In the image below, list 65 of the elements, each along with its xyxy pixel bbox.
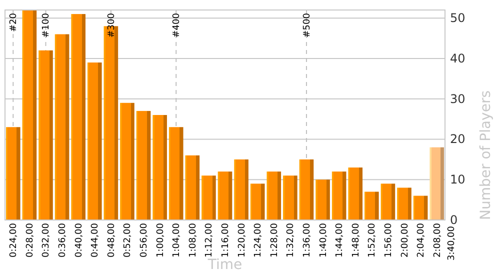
x-tick-label: 0:56,00 bbox=[140, 222, 150, 258]
ref-line-label: #20 bbox=[9, 12, 20, 32]
x-tick-label: 1:16,00 bbox=[221, 222, 231, 258]
y-tick-label: 20 bbox=[450, 132, 466, 146]
bar bbox=[22, 10, 37, 220]
x-tick-label: 1:12,00 bbox=[204, 222, 215, 258]
y-tick-label: 40 bbox=[450, 51, 466, 66]
bar bbox=[397, 188, 412, 220]
bar bbox=[152, 115, 167, 220]
bar bbox=[38, 50, 53, 220]
bar bbox=[332, 172, 346, 220]
bar bbox=[364, 192, 379, 220]
x-tick-label: 1:36,00 bbox=[302, 222, 312, 258]
bar bbox=[185, 155, 200, 220]
x-tick-label: 1:24,00 bbox=[254, 222, 264, 258]
ref-line-label: #300 bbox=[106, 12, 117, 38]
bar bbox=[136, 110, 151, 220]
x-tick-label: 0:40,00 bbox=[74, 222, 84, 258]
bar bbox=[54, 34, 70, 220]
x-tick-label: 1:32,00 bbox=[286, 222, 296, 258]
x-tick-label: 1:52,00 bbox=[368, 222, 378, 258]
bar bbox=[202, 176, 216, 220]
x-tick-label: 0:32,00 bbox=[42, 222, 52, 258]
x-tick-label: 0:28,00 bbox=[25, 222, 36, 258]
bar bbox=[250, 184, 265, 220]
bar bbox=[168, 127, 184, 220]
x-tick-label: 1:44,00 bbox=[335, 222, 346, 258]
x-tick-label: 0:36,00 bbox=[58, 222, 68, 258]
y-tick-label: 30 bbox=[450, 92, 466, 106]
y-tick-label: 50 bbox=[450, 11, 466, 26]
x-tick-label: 1:00,00 bbox=[156, 222, 166, 258]
y-tick-label: 0 bbox=[450, 213, 458, 227]
bar bbox=[283, 176, 298, 220]
bar bbox=[413, 196, 428, 220]
bar bbox=[430, 147, 444, 220]
x-tick-label: 1:20,00 bbox=[237, 222, 248, 258]
x-tick-label: 2:04,00 bbox=[416, 222, 427, 258]
bar bbox=[6, 127, 20, 220]
x-tick-label: 1:04,00 bbox=[172, 222, 182, 258]
x-tick-label: 0:52,00 bbox=[123, 222, 134, 258]
ref-line-label: #100 bbox=[42, 12, 52, 38]
x-tick-label: 2:00,00 bbox=[400, 222, 410, 258]
bar bbox=[266, 172, 282, 220]
x-tick-label: 2:08,00 bbox=[432, 222, 443, 258]
x-tick-label: 1:28,00 bbox=[270, 222, 280, 258]
bar bbox=[348, 168, 363, 220]
x-tick-label: 0:24,00 bbox=[9, 222, 20, 258]
bar bbox=[71, 14, 86, 220]
x-tick-label: 1:08,00 bbox=[188, 222, 198, 258]
ref-line-label: #400 bbox=[172, 12, 182, 38]
y-tick-label: 10 bbox=[450, 172, 466, 187]
ref-line-label: #500 bbox=[302, 12, 312, 38]
x-tick-label: 0:48,00 bbox=[106, 222, 117, 258]
bar bbox=[234, 159, 248, 220]
bar bbox=[120, 102, 134, 220]
bar bbox=[87, 62, 102, 220]
bar bbox=[380, 184, 396, 220]
x-tick-label: 1:48,00 bbox=[351, 222, 362, 258]
text: 3:40,00 bbox=[447, 226, 457, 261]
bar bbox=[299, 159, 314, 220]
x-tick-label: 1:56,00 bbox=[384, 222, 394, 258]
bar bbox=[218, 172, 232, 220]
x-tick-label: 0:44,00 bbox=[90, 222, 101, 258]
x-tick-label: 1:40,00 bbox=[318, 222, 329, 258]
bar bbox=[316, 180, 330, 220]
